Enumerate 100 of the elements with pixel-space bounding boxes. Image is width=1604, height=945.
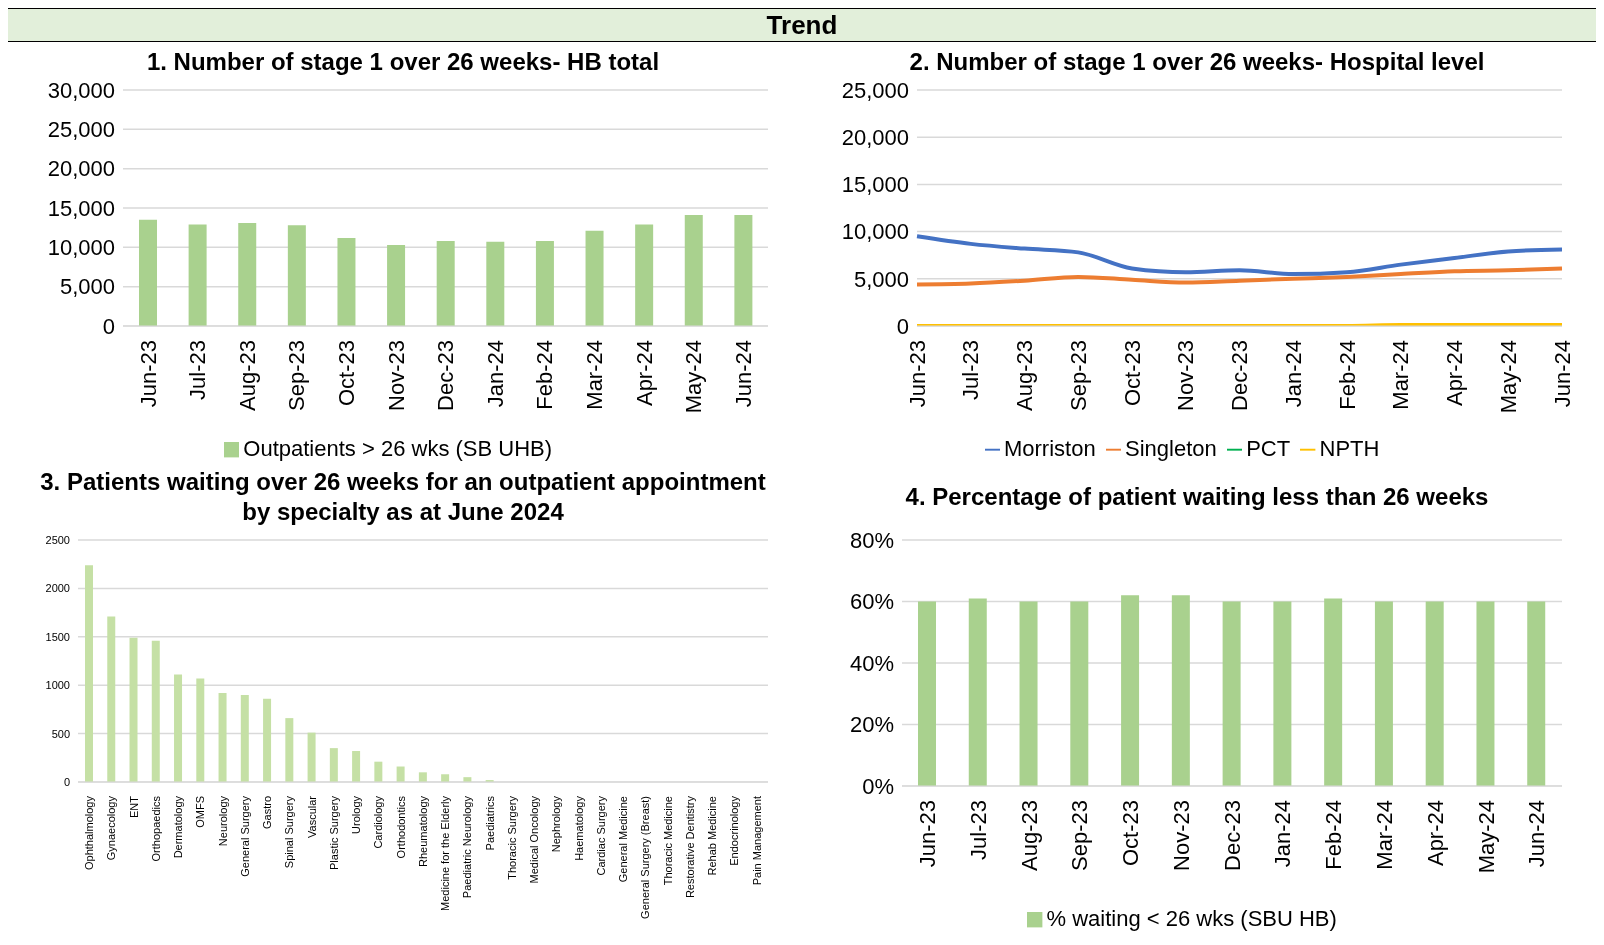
y-tick-label: 0 bbox=[63, 775, 70, 788]
x-tick-label: OMFS bbox=[194, 796, 207, 828]
x-tick-label: Dermatology bbox=[172, 795, 185, 859]
y-tick-label: 25,000 bbox=[841, 77, 909, 103]
x-tick-label: May-24 bbox=[1495, 340, 1521, 414]
x-tick-label: Jan-24 bbox=[1280, 340, 1306, 408]
x-tick-label: Cardiology bbox=[372, 795, 385, 849]
x-tick-label: Oct-23 bbox=[333, 340, 359, 407]
x-tick-label: Spinal Surgery bbox=[283, 795, 296, 869]
x-tick-label: Rheumatology bbox=[416, 795, 429, 867]
x-tick-label: Rehab Medicine bbox=[706, 796, 719, 876]
chart-title: 1. Number of stage 1 over 26 weeks- HB total bbox=[146, 48, 660, 75]
x-tick-label: Nov-23 bbox=[1168, 800, 1194, 871]
legend-label: Outpatients > 26 wks (SB UHB) bbox=[243, 436, 553, 461]
y-tick-label: 5,000 bbox=[59, 274, 115, 300]
x-tick-label: Aug-23 bbox=[1012, 340, 1038, 411]
x-tick-label: Jul-23 bbox=[965, 800, 991, 860]
x-tick-label: Aug-23 bbox=[1016, 800, 1042, 871]
legend-label: % waiting < 26 wks (SBU HB) bbox=[1046, 906, 1337, 931]
x-tick-label: Dec-23 bbox=[1227, 340, 1253, 411]
y-tick-label: 0 bbox=[102, 313, 115, 339]
x-tick-label: Paediatrics bbox=[483, 795, 496, 851]
x-tick-label: Jan-24 bbox=[482, 340, 508, 408]
y-tick-label: 40% bbox=[849, 650, 894, 676]
x-tick-label: Jun-24 bbox=[730, 340, 756, 408]
y-tick-label: 20% bbox=[849, 712, 894, 738]
x-tick-label: Gynaecology bbox=[105, 795, 118, 861]
x-tick-label: May-24 bbox=[681, 340, 707, 414]
x-tick-label: Jul-23 bbox=[958, 340, 984, 400]
x-tick-label: Thoracic Surgery bbox=[505, 795, 518, 880]
x-tick-label: Feb-24 bbox=[1334, 340, 1360, 410]
x-tick-label: Plastic Surgery bbox=[327, 795, 340, 870]
x-tick-label: Apr-24 bbox=[1442, 340, 1468, 407]
y-tick-label: 10,000 bbox=[841, 219, 909, 245]
x-tick-label: Endocrinology bbox=[728, 795, 741, 866]
x-tick-label: Paediatric Neurology bbox=[461, 795, 474, 899]
x-tick-label: Haematology bbox=[572, 795, 585, 861]
y-tick-label: 1500 bbox=[45, 630, 70, 643]
chart-title: 4. Percentage of patient waiting less than 26 weeks bbox=[905, 483, 1489, 510]
y-tick-label: 25,000 bbox=[47, 117, 115, 143]
x-tick-label: Nov-23 bbox=[1173, 340, 1199, 411]
x-tick-label: Mar-24 bbox=[1372, 800, 1398, 870]
x-tick-label: Feb-24 bbox=[532, 340, 558, 410]
x-tick-label: Medical Oncology bbox=[528, 795, 541, 884]
y-tick-label: 5,000 bbox=[853, 266, 909, 292]
x-tick-label: Mar-24 bbox=[582, 340, 608, 410]
y-tick-label: 20,000 bbox=[841, 125, 909, 151]
x-tick-label: Jun-24 bbox=[1524, 800, 1550, 868]
x-tick-label: Restorative Dentistry bbox=[683, 795, 696, 899]
x-tick-label: Neurology bbox=[216, 795, 229, 847]
x-tick-label: Orthodontics bbox=[394, 795, 407, 859]
x-tick-label: May-24 bbox=[1473, 800, 1499, 874]
x-tick-label: Orthopaedics bbox=[149, 795, 162, 862]
x-tick-label: Cardiac Surgery bbox=[594, 795, 607, 876]
x-tick-label: Jan-24 bbox=[1270, 800, 1296, 868]
legend-label: PCT bbox=[1246, 436, 1291, 461]
y-tick-label: 0% bbox=[862, 773, 894, 799]
x-tick-label: Pain Management bbox=[750, 796, 763, 886]
x-tick-label: Ophthalmology bbox=[82, 795, 95, 870]
x-tick-label: ENT bbox=[127, 795, 140, 818]
x-tick-label: Oct-23 bbox=[1119, 340, 1145, 407]
x-tick-label: General Surgery bbox=[238, 795, 251, 877]
x-tick-label: Urology bbox=[350, 795, 363, 834]
x-tick-label: Apr-24 bbox=[1422, 800, 1448, 867]
x-tick-label: Dec-23 bbox=[1219, 800, 1245, 871]
x-tick-label: Medicine for the Elderly bbox=[439, 795, 452, 911]
x-tick-label: Jun-24 bbox=[1549, 340, 1575, 408]
y-tick-label: 60% bbox=[849, 589, 894, 615]
x-tick-label: Sep-23 bbox=[284, 340, 310, 411]
y-tick-label: 80% bbox=[849, 527, 894, 553]
legend-label: Singleton bbox=[1125, 436, 1217, 461]
y-tick-label: 2000 bbox=[45, 582, 70, 595]
x-tick-label: Feb-24 bbox=[1321, 800, 1347, 870]
y-tick-label: 10,000 bbox=[47, 235, 115, 261]
x-tick-label: Aug-23 bbox=[234, 340, 260, 411]
x-tick-label: Nov-23 bbox=[383, 340, 409, 411]
x-tick-label: Jun-23 bbox=[135, 340, 161, 408]
y-tick-label: 15,000 bbox=[841, 172, 909, 198]
x-tick-label: Nephrology bbox=[550, 795, 563, 853]
x-tick-label: Vascular bbox=[305, 795, 318, 838]
chart-title: 3. Patients waiting over 26 weeks for an outpatient appointment by specialty as at June 2024 bbox=[39, 467, 767, 527]
x-tick-label: Dec-23 bbox=[433, 340, 459, 411]
y-tick-label: 2500 bbox=[45, 533, 70, 546]
x-tick-label: Mar-24 bbox=[1388, 340, 1414, 410]
text: Trend bbox=[8, 8, 1596, 42]
y-tick-label: 0 bbox=[896, 313, 909, 339]
x-tick-label: Gastro bbox=[261, 796, 274, 830]
x-tick-label: Jul-23 bbox=[185, 340, 211, 400]
legend-label: NPTH bbox=[1319, 436, 1380, 461]
x-tick-label: Sep-23 bbox=[1065, 340, 1091, 411]
y-tick-label: 500 bbox=[51, 727, 70, 740]
chart-title: 2. Number of stage 1 over 26 weeks- Hospital level bbox=[909, 48, 1485, 75]
x-tick-label: General Surgery (Breast) bbox=[639, 796, 652, 919]
y-tick-label: 20,000 bbox=[47, 156, 115, 182]
x-tick-label: Sep-23 bbox=[1067, 800, 1093, 871]
x-tick-label: Jun-23 bbox=[904, 340, 930, 408]
legend-label: Morriston bbox=[1003, 436, 1096, 461]
y-tick-label: 1000 bbox=[45, 679, 70, 692]
x-tick-label: General Medicine bbox=[617, 796, 630, 883]
x-tick-label: Jun-23 bbox=[915, 800, 941, 868]
